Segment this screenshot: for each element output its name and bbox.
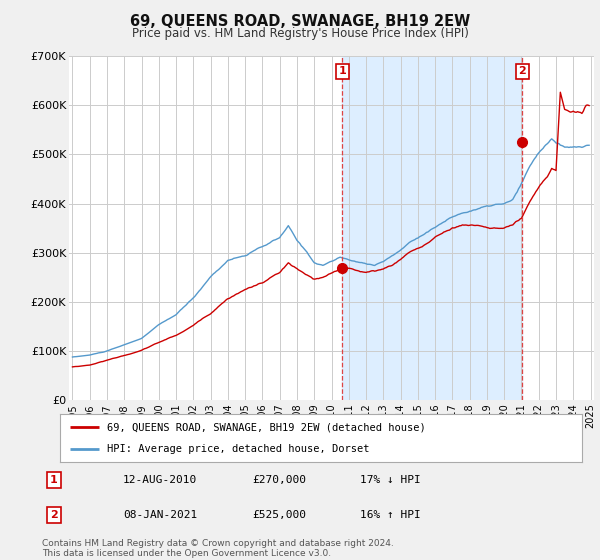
Text: 69, QUEENS ROAD, SWANAGE, BH19 2EW (detached house): 69, QUEENS ROAD, SWANAGE, BH19 2EW (deta… bbox=[107, 422, 426, 432]
Text: £525,000: £525,000 bbox=[252, 510, 306, 520]
Text: 2: 2 bbox=[518, 67, 526, 77]
Text: Contains HM Land Registry data © Crown copyright and database right 2024.
This d: Contains HM Land Registry data © Crown c… bbox=[42, 539, 394, 558]
Text: 12-AUG-2010: 12-AUG-2010 bbox=[123, 475, 197, 485]
Text: Price paid vs. HM Land Registry's House Price Index (HPI): Price paid vs. HM Land Registry's House … bbox=[131, 27, 469, 40]
Text: 1: 1 bbox=[338, 67, 346, 77]
Bar bbox=[342, 56, 522, 400]
Text: 08-JAN-2021: 08-JAN-2021 bbox=[123, 510, 197, 520]
Text: 17% ↓ HPI: 17% ↓ HPI bbox=[360, 475, 421, 485]
Text: 69, QUEENS ROAD, SWANAGE, BH19 2EW: 69, QUEENS ROAD, SWANAGE, BH19 2EW bbox=[130, 14, 470, 29]
Text: 16% ↑ HPI: 16% ↑ HPI bbox=[360, 510, 421, 520]
Text: 1: 1 bbox=[50, 475, 58, 485]
Text: £270,000: £270,000 bbox=[252, 475, 306, 485]
Text: HPI: Average price, detached house, Dorset: HPI: Average price, detached house, Dors… bbox=[107, 444, 370, 454]
Text: 2: 2 bbox=[50, 510, 58, 520]
